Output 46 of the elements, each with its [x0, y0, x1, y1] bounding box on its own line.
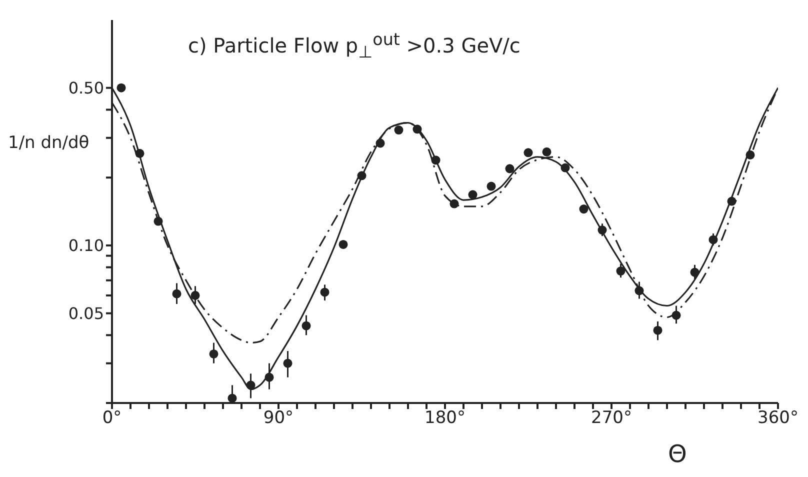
y-tick-label: 0.05	[68, 304, 104, 323]
point	[708, 235, 718, 244]
point	[228, 394, 237, 403]
text: c) Particle Flow p$_{⊥}$$^{out}$ >0.3 GeV/c	[188, 30, 520, 62]
point	[598, 226, 607, 235]
point	[468, 190, 478, 200]
x-tick-label: 90°	[263, 408, 294, 428]
point	[616, 266, 626, 276]
point	[338, 240, 348, 249]
point	[246, 380, 256, 390]
point	[135, 148, 144, 158]
point	[172, 289, 182, 298]
x-tick-label: 360°	[758, 408, 798, 428]
point	[542, 147, 552, 156]
point	[672, 310, 681, 320]
point	[486, 182, 496, 191]
point	[190, 290, 200, 300]
point	[154, 216, 163, 226]
x-tick-label: 270°	[591, 408, 632, 428]
point	[209, 349, 218, 358]
point	[450, 199, 459, 208]
point	[524, 148, 533, 158]
point	[746, 150, 755, 160]
point	[376, 138, 385, 148]
point	[634, 286, 644, 296]
point	[579, 204, 588, 214]
y-tick-label: 0.10	[68, 236, 104, 256]
point	[690, 268, 700, 277]
point	[653, 326, 662, 335]
x-tick-label: 180°	[424, 408, 466, 428]
x-axis-title: Θ	[668, 440, 687, 468]
point	[412, 124, 422, 134]
point	[727, 196, 736, 206]
point	[505, 164, 514, 174]
point	[283, 358, 292, 368]
point	[357, 171, 366, 180]
y-tick-label: 0.50	[68, 78, 104, 98]
x-tick-label: 0°	[102, 408, 122, 428]
point	[302, 321, 311, 330]
point	[431, 156, 440, 165]
point	[560, 163, 570, 172]
point	[320, 288, 330, 297]
point	[264, 372, 274, 382]
point	[116, 83, 126, 92]
y-axis-title: 1/n dn/dθ	[8, 133, 90, 153]
point	[394, 126, 404, 135]
